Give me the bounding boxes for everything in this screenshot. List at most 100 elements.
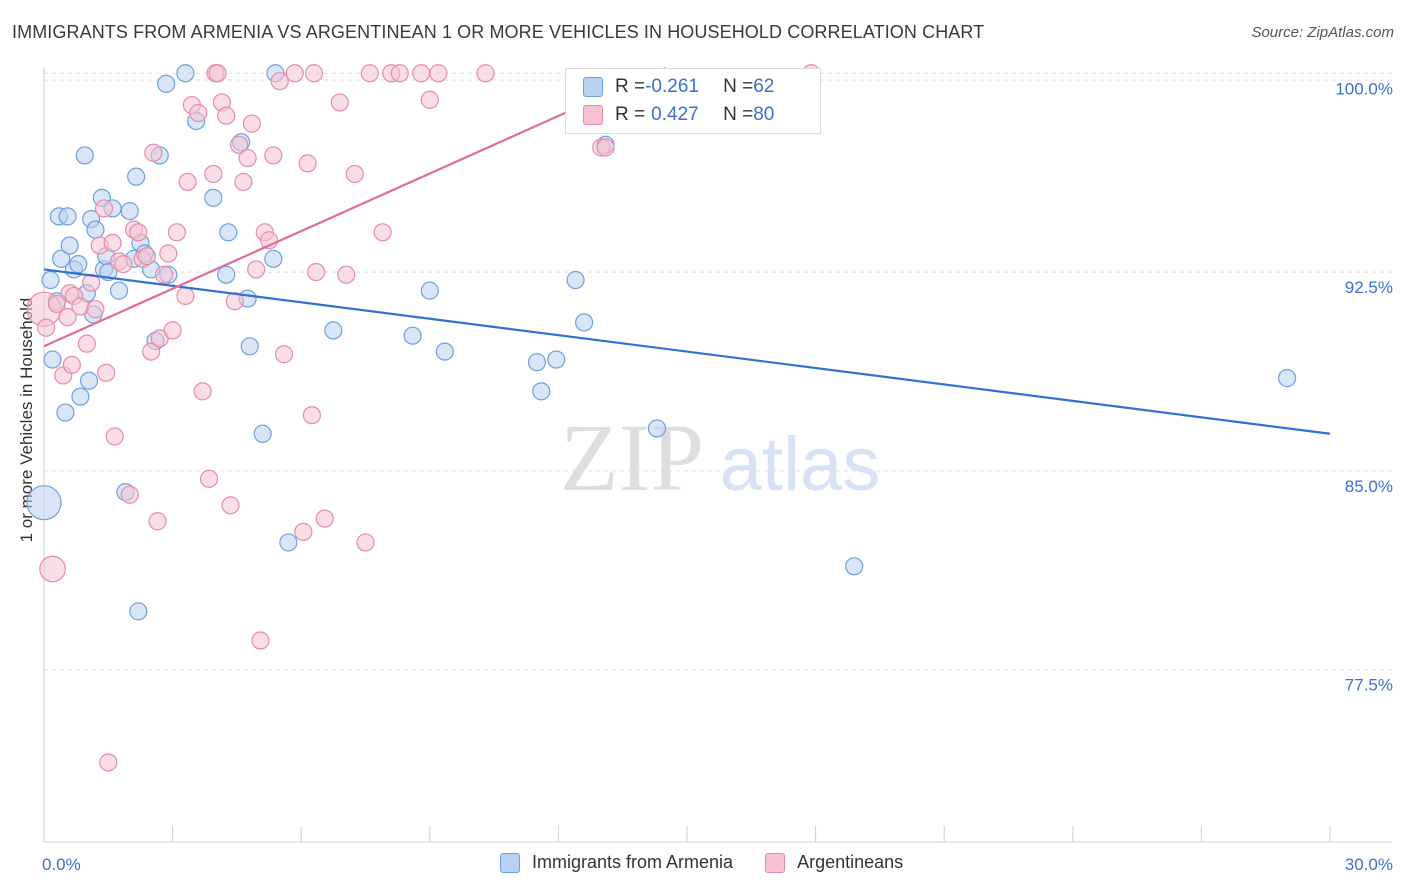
argentinean-data-point (234, 172, 253, 192)
argentinean-data-point (99, 753, 118, 772)
armenia-data-point (324, 321, 343, 340)
argentinean-data-point (58, 308, 77, 327)
legend-n-label: N = (723, 76, 754, 97)
argentinean-data-point (274, 345, 294, 364)
argentinean-data-point (193, 382, 212, 401)
argentinean-data-point (315, 509, 334, 528)
argentinean-data-point (71, 297, 90, 316)
armenia-data-point (420, 281, 439, 300)
correlation-legend: R = -0.261 N = 62 R = 0.427 N = 80 (565, 68, 821, 134)
armenia-data-point (217, 265, 236, 284)
tick-label-layer: 100.0% 92.5% 85.0% 77.5% 0.0% 30.0% (42, 79, 1393, 874)
series-legend-label: Argentineans (797, 852, 904, 872)
argentinean-data-point (596, 138, 615, 157)
series-legend-label: Immigrants from Armenia (532, 852, 734, 872)
argentinean-data-point (178, 172, 197, 192)
argentinean-data-point (189, 103, 208, 123)
chart-title: IMMIGRANTS FROM ARMENIA VS ARGENTINEAN 1… (12, 22, 985, 42)
argentinean-data-point (294, 522, 313, 541)
armenia-trendline (43, 268, 1331, 435)
legend-row-armenia: R = -0.261 N = 62 (583, 74, 774, 100)
series-argentineans-points (26, 64, 821, 772)
argentinean-data-point (217, 106, 236, 125)
argentinean-data-point (129, 223, 148, 242)
armenia-data-point (845, 557, 864, 576)
argentinean-data-point (37, 318, 56, 337)
argentinean-data-point (221, 496, 240, 515)
armenia-data-point (71, 387, 90, 406)
legend-n-value: 80 (753, 104, 775, 125)
argentinean-data-point (285, 64, 304, 83)
legend-row-argentineans: R = 0.427 N = 80 (583, 102, 774, 128)
argentinean-data-point (163, 321, 182, 340)
armenia-data-point (43, 350, 62, 369)
armenia-data-point (219, 223, 238, 242)
armenia-data-point (26, 485, 62, 521)
legend-n-value: 62 (753, 76, 775, 97)
argentinean-data-point (264, 146, 283, 165)
argentinean-data-point (330, 93, 349, 112)
argentinean-data-point (82, 273, 101, 292)
argentinean-data-point (103, 233, 122, 253)
watermark-atlas: atlas (720, 422, 881, 507)
y-tick-label: 100.0% (1335, 79, 1393, 98)
y-tick-label: 92.5% (1345, 278, 1393, 297)
armenia-data-point (176, 64, 195, 83)
argentinean-data-point (251, 631, 270, 650)
armenia-data-point (204, 188, 223, 207)
armenia-data-point (532, 382, 551, 401)
series-swatch-pink (765, 852, 786, 873)
argentinean-data-point (360, 64, 379, 83)
argentinean-data-point (307, 262, 326, 282)
armenia-data-point (279, 533, 298, 552)
argentinean-data-point (154, 265, 174, 284)
legend-n-label: N = (723, 104, 754, 125)
armenia-data-point (240, 337, 259, 356)
argentinean-data-point (302, 406, 322, 425)
series-legend-armenia: Immigrants from Armenia (500, 852, 733, 873)
series-legend-argentineans: Argentineans (765, 852, 903, 873)
armenia-data-point (157, 74, 176, 93)
argentinean-data-point (142, 342, 161, 361)
legend-r-label: R = (615, 76, 646, 97)
armenia-data-point (120, 201, 139, 221)
argentinean-data-point (356, 533, 375, 552)
axis-layer (43, 68, 1392, 843)
argentinean-data-point (337, 265, 356, 284)
trend-layer (43, 66, 1331, 435)
armenia-data-point (41, 270, 60, 290)
argentinean-data-point (229, 135, 249, 154)
armenia-data-point (56, 403, 75, 422)
argentinean-data-point (204, 164, 223, 184)
armenia-data-point (527, 353, 547, 372)
argentinean-data-point (120, 485, 139, 504)
argentinean-data-point (39, 555, 66, 583)
armenia-data-point (75, 146, 94, 165)
armenia-data-point (69, 255, 88, 274)
argentinean-data-point (77, 334, 96, 353)
watermark: ZIP atlas (560, 404, 880, 511)
argentinean-data-point (159, 244, 178, 263)
armenia-data-point (127, 167, 146, 186)
points-layer (26, 64, 1297, 772)
x-tick-label: 0.0% (42, 855, 81, 874)
series-armenia-points (26, 64, 1297, 621)
armenia-data-point (52, 249, 71, 268)
argentinean-data-point (247, 260, 266, 279)
armenia-data-point (264, 249, 283, 268)
argentinean-data-point (144, 143, 163, 162)
armenia-data-point (547, 350, 566, 369)
argentinean-data-point (94, 199, 114, 218)
argentinean-data-point (148, 512, 167, 531)
argentinean-data-point (105, 427, 124, 446)
armenia-data-point (109, 281, 129, 300)
legend-r-label: R = (615, 104, 646, 125)
armenia-data-point (575, 313, 594, 332)
argentinean-data-point (114, 255, 133, 274)
argentinean-data-point (176, 286, 195, 306)
argentinean-data-point (390, 64, 409, 83)
argentinean-data-point (373, 223, 392, 242)
argentinean-data-point (47, 294, 66, 313)
argentinean-data-point (238, 148, 257, 168)
